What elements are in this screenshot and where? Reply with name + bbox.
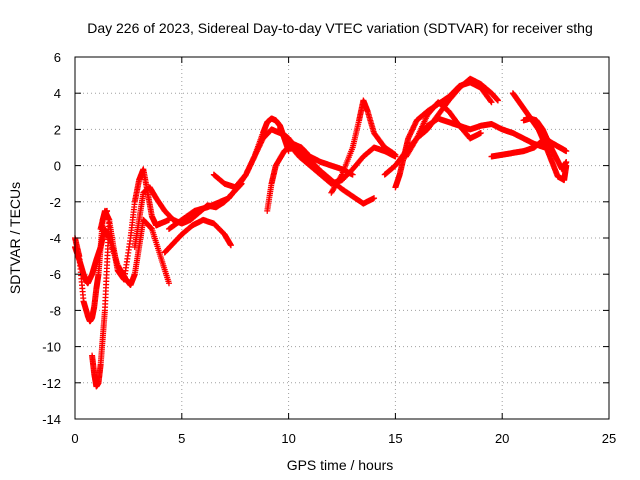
series-layer	[72, 75, 570, 390]
series-track-15	[381, 115, 548, 178]
data-point	[563, 158, 570, 165]
series-track-6	[161, 216, 234, 256]
y-tick-label: 2	[54, 122, 61, 137]
y-tick-label: -14	[42, 412, 61, 427]
series-track-4	[97, 166, 172, 283]
y-tick-label: -12	[42, 376, 61, 391]
y-tick-label: -10	[42, 340, 61, 355]
axes-layer: 0 5 10 15 20 25 -14 -12 -10 -8 -6 -4 -2 0 2 4 6	[42, 50, 616, 446]
y-tick-label: -4	[49, 231, 61, 246]
series-track-19	[520, 115, 570, 173]
x-axis-label: GPS time / hours	[287, 457, 394, 473]
data-point	[338, 172, 345, 179]
series-track-17	[488, 135, 570, 160]
x-tick-label: 20	[495, 431, 509, 446]
y-tick-label: -8	[49, 303, 61, 318]
data-point	[488, 99, 495, 106]
y-tick-label: -2	[49, 195, 61, 210]
y-tick-label: -6	[49, 267, 61, 282]
data-point	[165, 280, 172, 287]
data-point	[487, 98, 494, 105]
data-point	[477, 130, 484, 137]
x-tick-label: 15	[388, 431, 402, 446]
x-tick-label: 10	[281, 431, 295, 446]
grid-layer	[75, 57, 609, 419]
series-track-12	[328, 97, 399, 196]
y-tick-label: 0	[54, 159, 61, 174]
data-point	[227, 242, 234, 249]
chart-title: Day 226 of 2023, Sidereal Day-to-day VTE…	[87, 20, 593, 36]
x-tick-label: 0	[71, 431, 78, 446]
x-tick-label: 25	[602, 431, 616, 446]
x-tick-label: 5	[178, 431, 185, 446]
data-point	[371, 195, 378, 202]
data-point	[563, 148, 570, 155]
series-track-8	[210, 115, 292, 191]
y-tick-label: 4	[54, 86, 61, 101]
data-point	[494, 97, 501, 104]
series-track-16	[413, 99, 484, 142]
data-point	[349, 171, 356, 178]
y-tick-label: 6	[54, 50, 61, 65]
y-axis-label: SDTVAR / TECUs	[7, 182, 23, 294]
data-point	[392, 151, 399, 158]
